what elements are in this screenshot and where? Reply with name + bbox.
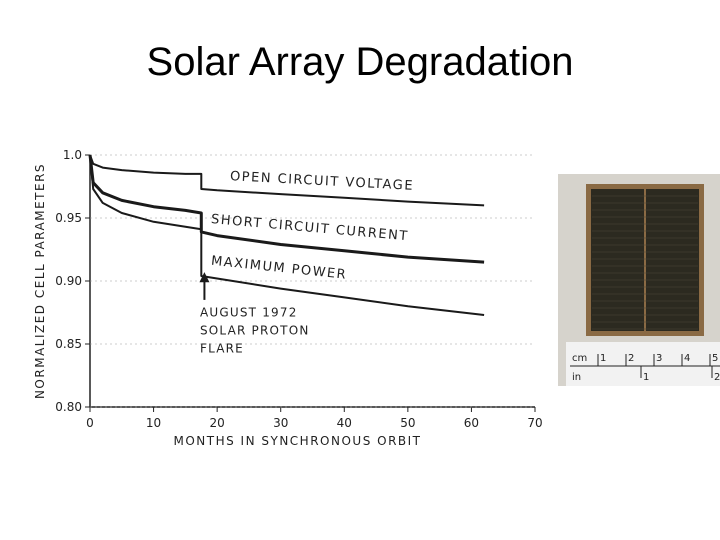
series-line (89, 154, 485, 207)
series-label: MAXIMUM POWER (210, 254, 347, 283)
x-tick-label: 60 (464, 416, 479, 430)
ruler-in-label: in (572, 372, 581, 383)
x-tick-label: 50 (400, 416, 415, 430)
y-tick-label: 0.90 (55, 274, 82, 288)
x-tick-label: 70 (527, 416, 542, 430)
degradation-chart: 0 10 20 30 40 50 60 70 1.0 0.95 0.90 0.85 0.80 OPEN … (33, 148, 543, 448)
flare-annotation: SOLAR PROTON (200, 323, 310, 337)
x-tick-label: 40 (337, 416, 352, 430)
ruler-cm-label: 2 (628, 353, 634, 364)
ruler (566, 342, 720, 386)
series-line (88, 154, 485, 264)
ruler-in-label: 2 (714, 372, 720, 383)
x-axis-title: MONTHS IN SYNCHRONOUS ORBIT (173, 434, 421, 448)
y-tick-label: 0.80 (55, 400, 82, 414)
series-line (89, 154, 485, 316)
flare-annotation: FLARE (200, 341, 244, 355)
x-tick-label: 20 (210, 416, 225, 430)
slide-title: Solar Array Degradation (146, 40, 574, 84)
ruler-cm-label: 4 (684, 353, 690, 364)
x-tick-label: 0 (86, 416, 94, 430)
ruler-in-label: 1 (643, 372, 649, 383)
ruler-cm-label: cm (572, 353, 587, 364)
y-tick-label: 0.85 (55, 337, 82, 351)
y-tick-label: 1.0 (63, 148, 82, 162)
x-tick-label: 10 (146, 416, 161, 430)
chart-ticks: 0 10 20 30 40 50 60 70 1.0 0.95 0.90 0.85 0.80 (55, 148, 542, 430)
ruler-cm-label: 1 (600, 353, 606, 364)
chart-series (88, 154, 485, 316)
y-tick-label: 0.95 (55, 211, 82, 225)
series-label: OPEN CIRCUIT VOLTAGE (230, 169, 415, 194)
ruler-cm-label: 3 (656, 353, 662, 364)
ruler-cm-label: 5 (712, 353, 718, 364)
solar-cell-photo: cm 1 2 3 4 5in 1 2 (558, 174, 720, 386)
flare-arrow-head (199, 272, 210, 283)
y-axis-title: NORMALIZED CELL PARAMETERS (33, 163, 47, 399)
ruler-ticks: cm 1 2 3 4 5in 1 2 (572, 353, 720, 383)
flare-annotation: AUGUST 1972 (200, 305, 298, 319)
cell-grid-lines (592, 195, 698, 330)
x-tick-label: 30 (273, 416, 288, 430)
